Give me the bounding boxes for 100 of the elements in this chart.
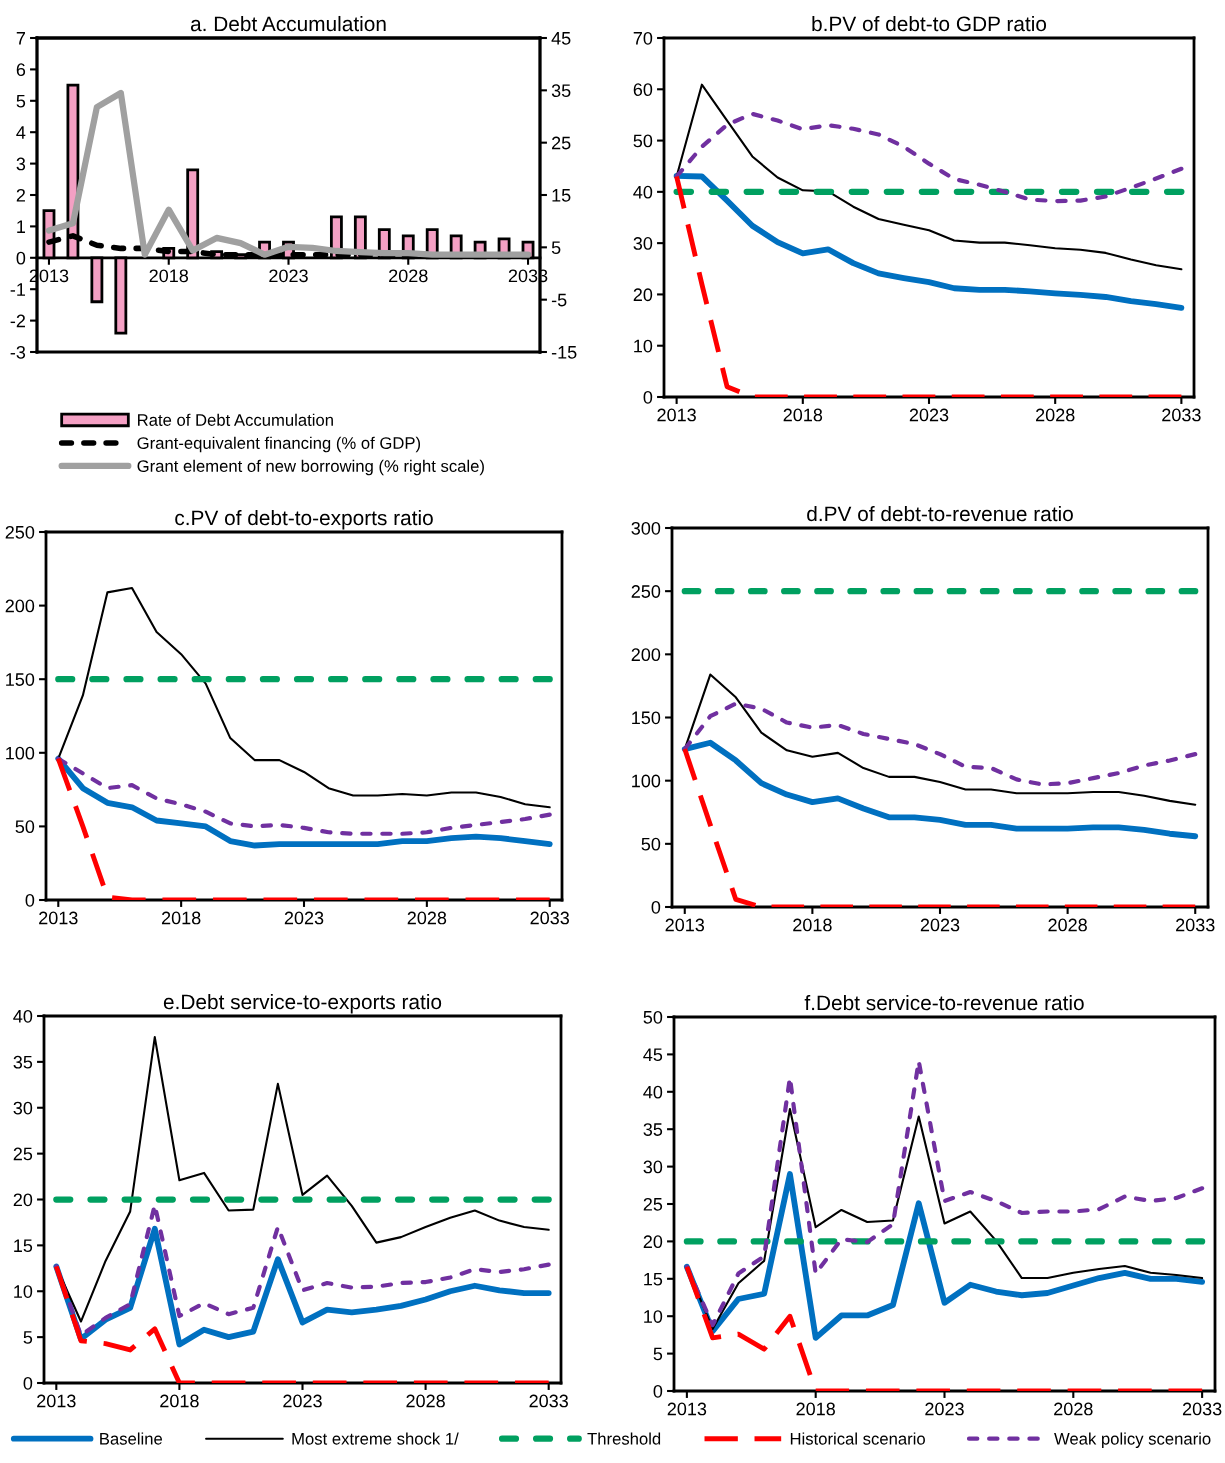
y-tick-label: 20 — [643, 1235, 663, 1249]
x-tick-label: 2028 — [389, 269, 428, 283]
y-tick-label: 1 — [17, 220, 26, 233]
legend-label: Historical scenario — [790, 1432, 925, 1445]
y-tick-label: 15 — [644, 1272, 663, 1286]
x-tick-label: 2013 — [37, 1394, 76, 1408]
legend-label: Rate of Debt Accumulation — [138, 413, 333, 426]
y-tick-label: 60 — [633, 83, 653, 97]
y-tick-label: 30 — [643, 1160, 663, 1174]
legend-label: Grant element of new borrowing (% right scale) — [137, 459, 484, 476]
line-series — [682, 746, 1198, 907]
x-tick-label: 2023 — [909, 408, 949, 422]
legend-label: Weak policy scenario — [1054, 1432, 1211, 1448]
y-tick-label: -1 — [10, 283, 26, 296]
line-series — [684, 1059, 1205, 1328]
x-tick-label: 2028 — [1036, 408, 1075, 422]
y-tick-label: 150 — [632, 711, 661, 725]
y-tick-label: 40 — [13, 1009, 33, 1023]
y2-tick-label: -5 — [551, 293, 567, 307]
x-tick-label: 2018 — [793, 918, 832, 932]
y-tick-label: 0 — [653, 1384, 663, 1398]
y-tick-label: 250 — [5, 525, 35, 539]
x-tick-label: 2013 — [665, 918, 705, 932]
y-tick-label: 20 — [13, 1193, 33, 1207]
y-tick-label: 10 — [644, 1310, 663, 1323]
y-tick-label: 250 — [631, 585, 661, 598]
y-tick-label: 15 — [14, 1239, 33, 1253]
line-series — [55, 756, 553, 900]
line-series — [674, 174, 1184, 397]
legend-label: Threshold — [587, 1432, 661, 1445]
y2-tick-label: 25 — [552, 136, 571, 150]
x-tick-label: 2013 — [39, 911, 78, 925]
y-tick-label: 10 — [14, 1285, 33, 1298]
y2-tick-label: 35 — [551, 84, 571, 98]
y-tick-label: 50 — [633, 134, 653, 148]
y-tick-label: 30 — [13, 1101, 33, 1115]
line-series — [683, 673, 1197, 806]
y-tick-label: 0 — [651, 900, 661, 914]
y-tick-label: 50 — [643, 1010, 663, 1024]
x-tick-label: 2018 — [160, 1394, 199, 1408]
y-tick-label: 25 — [643, 1197, 663, 1211]
y2-tick-label: 45 — [551, 32, 571, 45]
y-tick-label: -3 — [10, 345, 26, 359]
chart-title: d.PV of debt-to-revenue ratio — [807, 505, 1073, 522]
y-tick-label: 0 — [25, 893, 35, 907]
y-tick-label: 0 — [643, 390, 653, 404]
x-tick-label: 2028 — [1054, 1402, 1093, 1416]
y-tick-label: 20 — [633, 288, 653, 302]
y-tick-label: 200 — [5, 599, 35, 613]
y-tick-label: -2 — [10, 314, 25, 328]
x-tick-label: 2013 — [657, 408, 696, 422]
y-tick-label: 100 — [632, 774, 661, 788]
legend-label: Grant-equivalent financing (% of GDP) — [137, 436, 421, 453]
x-tick-label: 2013 — [667, 1402, 707, 1416]
x-tick-label: 2018 — [161, 911, 201, 925]
x-tick-label: 2028 — [1048, 918, 1087, 932]
y-tick-label: 4 — [16, 126, 26, 139]
y-tick-label: 35 — [13, 1055, 33, 1069]
y-tick-label: 5 — [23, 1331, 33, 1344]
x-tick-label: 2033 — [1162, 408, 1201, 422]
y-tick-label: 300 — [631, 521, 661, 535]
y-tick-label: 50 — [15, 820, 35, 834]
y-tick-label: 35 — [643, 1123, 663, 1136]
x-tick-label: 2033 — [1176, 918, 1215, 932]
y-tick-label: 7 — [16, 32, 25, 45]
legend-label: Baseline — [100, 1432, 163, 1445]
y2-tick-label: -15 — [551, 346, 577, 359]
line-series — [675, 83, 1183, 271]
y-tick-label: 30 — [633, 237, 653, 250]
y-tick-label: 10 — [634, 339, 653, 353]
chart-title: c.PV of debt-to-exports ratio — [175, 509, 433, 530]
line-series — [684, 1264, 1205, 1391]
y-tick-label: 0 — [23, 1376, 33, 1390]
y-tick-label: 6 — [16, 63, 26, 77]
line-series — [682, 701, 1198, 787]
y-tick-label: 5 — [16, 94, 26, 108]
x-tick-label: 2028 — [406, 1394, 445, 1408]
y-tick-label: 40 — [643, 1085, 663, 1099]
legend-label: Most extreme shock 1/ — [292, 1432, 459, 1445]
y2-tick-label: 5 — [551, 241, 561, 255]
y-tick-label: 200 — [631, 648, 661, 662]
line-series — [56, 756, 552, 836]
y-tick-label: 150 — [6, 673, 35, 686]
x-tick-label: 2033 — [529, 1394, 568, 1408]
y-tick-label: 3 — [16, 157, 26, 171]
y-tick-label: 50 — [641, 837, 661, 851]
chart-title: a. Debt Accumulation — [190, 15, 386, 32]
y-tick-label: 0 — [16, 251, 26, 265]
x-tick-label: 2023 — [269, 269, 308, 283]
line-series — [674, 111, 1184, 204]
x-tick-label: 2028 — [407, 911, 447, 925]
line-series — [53, 1264, 552, 1383]
y2-tick-label: 15 — [552, 189, 571, 202]
x-tick-label: 2023 — [283, 1394, 322, 1408]
x-tick-label: 2018 — [149, 269, 189, 283]
chart-title: e.Debt service-to-exports ratio — [163, 993, 442, 1014]
x-tick-label: 2018 — [796, 1402, 835, 1416]
y-tick-label: 45 — [643, 1048, 663, 1062]
y-tick-label: 100 — [6, 746, 35, 760]
x-tick-label: 2018 — [783, 408, 823, 422]
